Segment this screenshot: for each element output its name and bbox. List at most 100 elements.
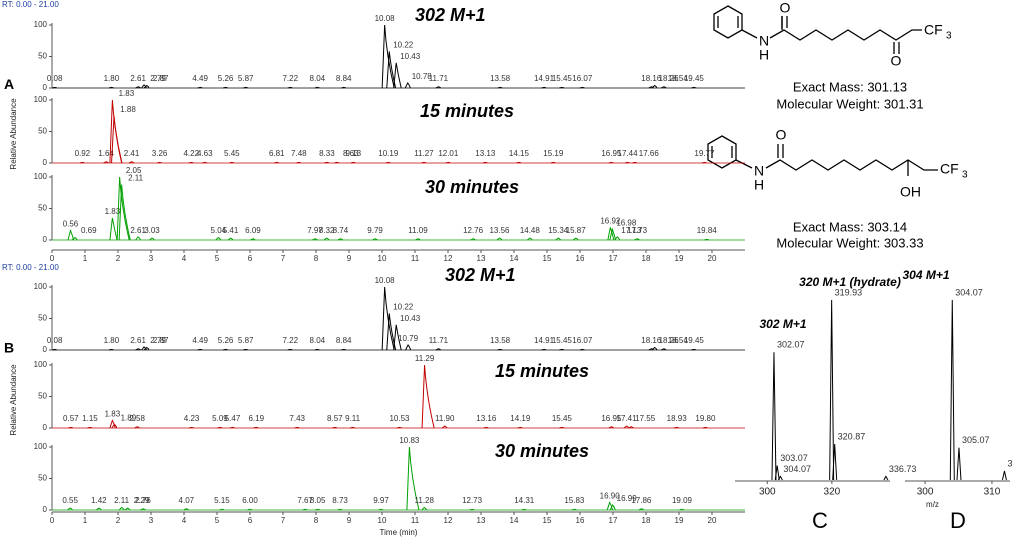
y-tick-label: 0 xyxy=(43,83,48,92)
peak xyxy=(118,506,125,511)
peak-label: 5.87 xyxy=(238,74,254,83)
peak xyxy=(350,426,356,429)
peak xyxy=(350,161,356,164)
panel-label: D xyxy=(950,508,966,533)
peak xyxy=(483,426,489,429)
double-bond xyxy=(781,16,788,28)
peak-label: 5.26 xyxy=(218,336,234,345)
peak-label: 5.45 xyxy=(224,149,240,158)
peak xyxy=(559,86,565,89)
peak-label: 10.43 xyxy=(400,314,421,323)
peak-label: 4.07 xyxy=(179,496,195,505)
peak-label: 5.47 xyxy=(225,414,241,423)
structure-2: O N H OH CF 3 Exact Mass: 303.14 Molecul… xyxy=(707,127,968,250)
x-tick-label: 3 xyxy=(149,516,154,525)
x-tick-label: 16 xyxy=(576,516,585,525)
bond xyxy=(741,29,758,39)
y-tick-label: 100 xyxy=(34,360,48,369)
peak xyxy=(555,237,561,241)
peak-label: 19.84 xyxy=(697,226,718,235)
peak xyxy=(406,446,420,511)
atom: OH xyxy=(900,184,921,200)
peak-label: 1.89 xyxy=(121,413,137,422)
peak xyxy=(156,161,163,164)
y-tick-label: 50 xyxy=(38,204,47,213)
peak xyxy=(378,508,384,511)
peak xyxy=(183,508,189,511)
x-tick-label: 12 xyxy=(444,254,453,263)
atom: CF xyxy=(940,161,959,177)
peak xyxy=(435,348,442,351)
peak-label: 2.61 xyxy=(130,336,146,345)
x-tick-label: 11 xyxy=(411,516,420,525)
x-tick-label: 20 xyxy=(708,516,717,525)
peak xyxy=(381,286,395,351)
peak-label: 320.87 xyxy=(838,431,866,441)
peak-label: 16.98 xyxy=(616,218,637,227)
x-axis-label: m/z xyxy=(926,500,939,509)
peak xyxy=(337,238,344,241)
peak xyxy=(143,346,150,351)
structure-1: O N H O CF 3 Exact Mass: 301.13 Molecula… xyxy=(713,0,952,111)
x-tick-label: 7 xyxy=(281,254,286,263)
peak-label: 12.76 xyxy=(463,226,484,235)
rt-range: RT: 0.00 - 21.00 xyxy=(2,0,59,9)
stick-peak xyxy=(774,465,780,481)
peak xyxy=(243,86,249,89)
peak xyxy=(334,161,340,164)
atom: N xyxy=(759,33,769,49)
peak-label: 0.92 xyxy=(75,149,91,158)
peak-label: 18.16 xyxy=(641,336,662,345)
x-tick-label: 7 xyxy=(281,516,286,525)
peak-label: 5.26 xyxy=(218,74,234,83)
peak-label: 6.19 xyxy=(248,414,264,423)
peak xyxy=(701,161,707,164)
peak-label: 14.48 xyxy=(520,226,541,235)
atom: O xyxy=(780,0,791,16)
x-tick-label: 10 xyxy=(378,254,387,263)
peak xyxy=(253,426,259,429)
peak xyxy=(341,348,347,351)
peak xyxy=(469,508,475,511)
peak xyxy=(607,227,615,241)
x-tick-label: 3 xyxy=(149,254,154,263)
peak xyxy=(393,324,402,351)
peak xyxy=(188,161,194,164)
peak-label: 19.45 xyxy=(684,336,705,345)
peak-label: 2.11 xyxy=(114,496,130,505)
peak xyxy=(250,238,256,241)
peak-label: 18.93 xyxy=(667,414,688,423)
peak xyxy=(651,346,658,351)
peak xyxy=(624,161,631,164)
peak-label: 16.07 xyxy=(572,74,593,83)
peak-label: 17.13 xyxy=(621,226,642,235)
peak-label: 6.81 xyxy=(269,149,285,158)
peak-label: 8.32 xyxy=(319,226,335,235)
peak-label: 15.87 xyxy=(566,226,587,235)
peak xyxy=(197,348,203,351)
peak-label: 15.19 xyxy=(543,149,564,158)
peak xyxy=(541,348,547,351)
peak xyxy=(341,86,347,89)
peak-label: 18.26 xyxy=(659,74,680,83)
peak xyxy=(550,161,556,164)
peak xyxy=(312,238,318,241)
atom: O xyxy=(776,127,787,143)
x-tick-label: 310 xyxy=(984,487,1001,498)
y-tick-label: 100 xyxy=(34,172,48,181)
x-tick-label: 14 xyxy=(510,254,519,263)
peak-label: 15.45 xyxy=(552,414,573,423)
peak-label: 2.11 xyxy=(128,174,144,183)
peak xyxy=(579,348,585,351)
x-tick-label: 14 xyxy=(510,516,519,525)
rt-range: RT: 0.00 - 21.00 xyxy=(2,263,59,272)
peak-label: 10.19 xyxy=(378,149,399,158)
peak-label: 13.13 xyxy=(475,149,496,158)
x-tick-label: 5 xyxy=(215,254,220,263)
peak-label: 17.66 xyxy=(639,149,660,158)
peak-label: 7.67 xyxy=(297,496,313,505)
peak-label: 18.26 xyxy=(659,336,680,345)
peak-label: 12.01 xyxy=(438,149,459,158)
